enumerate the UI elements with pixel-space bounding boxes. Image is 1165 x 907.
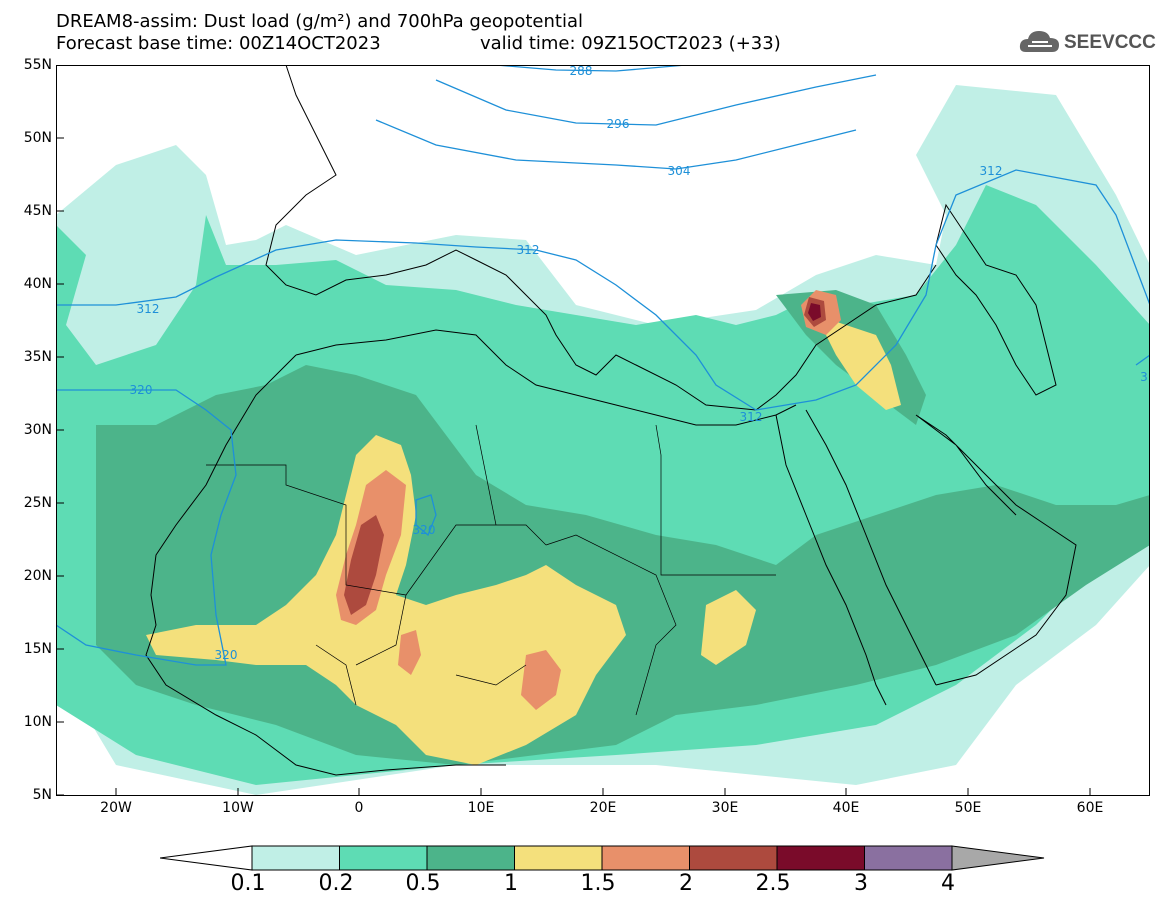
seevccc-logo: SEEVCCC <box>1018 26 1158 60</box>
contour-label-312-mid: 312 <box>517 243 540 257</box>
contour-label-320-west: 320 <box>130 383 153 397</box>
colorbar-label-2: 2 <box>679 871 693 896</box>
colorbar-label-0.2: 0.2 <box>318 871 354 896</box>
colorbar-under-arrow <box>160 845 253 871</box>
colorbar-segments <box>251 845 953 871</box>
lat-label-10n: 10N <box>23 714 52 730</box>
cloud-logo-icon <box>1019 31 1059 52</box>
colorbar-segment <box>514 845 603 871</box>
contour-label-320-south: 320 <box>215 648 238 662</box>
colorbar-segment <box>251 845 340 871</box>
dust-band-high <box>146 315 901 765</box>
lon-label-20e: 20E <box>589 800 617 816</box>
contour-320-west <box>56 389 237 666</box>
contour-3-east <box>1135 354 1150 366</box>
colorbar-label-4: 4 <box>941 871 955 896</box>
lon-label-60e: 60E <box>1076 800 1104 816</box>
colorbar-segment <box>864 845 953 871</box>
lat-label-30n: 30N <box>23 422 52 438</box>
lon-label-0: 0 <box>354 800 364 816</box>
dust-field-layer <box>56 85 1150 795</box>
contour-label-312-west: 312 <box>137 302 160 316</box>
europe-coastline <box>265 65 937 411</box>
colorbar <box>160 845 1045 871</box>
contour-304 <box>375 119 857 170</box>
axis-ticks <box>56 65 1091 796</box>
arabia-coastline <box>915 414 1077 686</box>
map-frame <box>56 65 1150 796</box>
colorbar-label-3: 3 <box>854 871 868 896</box>
colorbar-segment <box>426 845 515 871</box>
lat-label-45n: 45N <box>23 203 52 219</box>
contour-label-288: 288 <box>570 65 593 78</box>
dust-map: 288 296 304 312 312 312 312 320 320 320 … <box>56 65 1150 796</box>
colorbar-label-2.5: 2.5 <box>755 871 791 896</box>
lat-label-25n: 25N <box>23 495 52 511</box>
colorbar-segment <box>601 845 690 871</box>
lat-label-15n: 15N <box>23 641 52 657</box>
lat-label-35n: 35N <box>23 349 52 365</box>
valid-time: valid time: 09Z15OCT2023 (+33) <box>480 33 781 54</box>
lon-label-50e: 50E <box>954 800 982 816</box>
coastline-layer <box>145 65 1077 776</box>
contour-320-loop <box>415 494 437 537</box>
lon-label-30e: 30E <box>711 800 739 816</box>
contour-label-312-south: 312 <box>740 410 763 424</box>
map-title: DREAM8-assim: Dust load (g/m²) and 700hP… <box>56 11 583 32</box>
lat-label-55n: 55N <box>23 57 52 73</box>
contour-label-3-east: 3 <box>1140 370 1148 384</box>
colorbar-segment <box>689 845 778 871</box>
lat-label-20n: 20N <box>23 568 52 584</box>
lat-label-40n: 40N <box>23 276 52 292</box>
forecast-base-time: Forecast base time: 00Z14OCT2023 <box>56 33 381 54</box>
caspian-coast <box>935 203 1057 396</box>
contour-288 <box>495 65 687 72</box>
colorbar-segment <box>776 845 865 871</box>
colorbar-label-0.5: 0.5 <box>405 871 441 896</box>
geopotential-contours <box>56 65 1150 666</box>
contour-label-312-east: 312 <box>980 164 1003 178</box>
lat-label-5n: 5N <box>32 787 52 803</box>
lon-label-20w: 20W <box>100 800 132 816</box>
country-borders <box>206 424 776 716</box>
contour-312-west <box>56 169 1150 411</box>
contour-label-320-loop: 320 <box>413 523 436 537</box>
colorbar-label-1.5: 1.5 <box>580 871 616 896</box>
contour-label-304: 304 <box>668 164 691 178</box>
logo-text: SEEVCCC <box>1064 32 1156 53</box>
dust-band-extreme <box>808 303 821 321</box>
red-sea-coastline <box>775 409 937 706</box>
lon-label-40e: 40E <box>832 800 860 816</box>
lon-label-10w: 10W <box>222 800 254 816</box>
contour-296 <box>435 74 877 126</box>
colorbar-label-0.1: 0.1 <box>230 871 266 896</box>
contour-label-296: 296 <box>607 117 630 131</box>
colorbar-label-1: 1 <box>504 871 518 896</box>
colorbar-over-arrow <box>951 845 1045 871</box>
lat-label-50n: 50N <box>23 130 52 146</box>
colorbar-segment <box>339 845 428 871</box>
lon-label-10e: 10E <box>467 800 495 816</box>
north-africa-coastline <box>295 329 797 426</box>
africa-coastline <box>145 354 506 776</box>
